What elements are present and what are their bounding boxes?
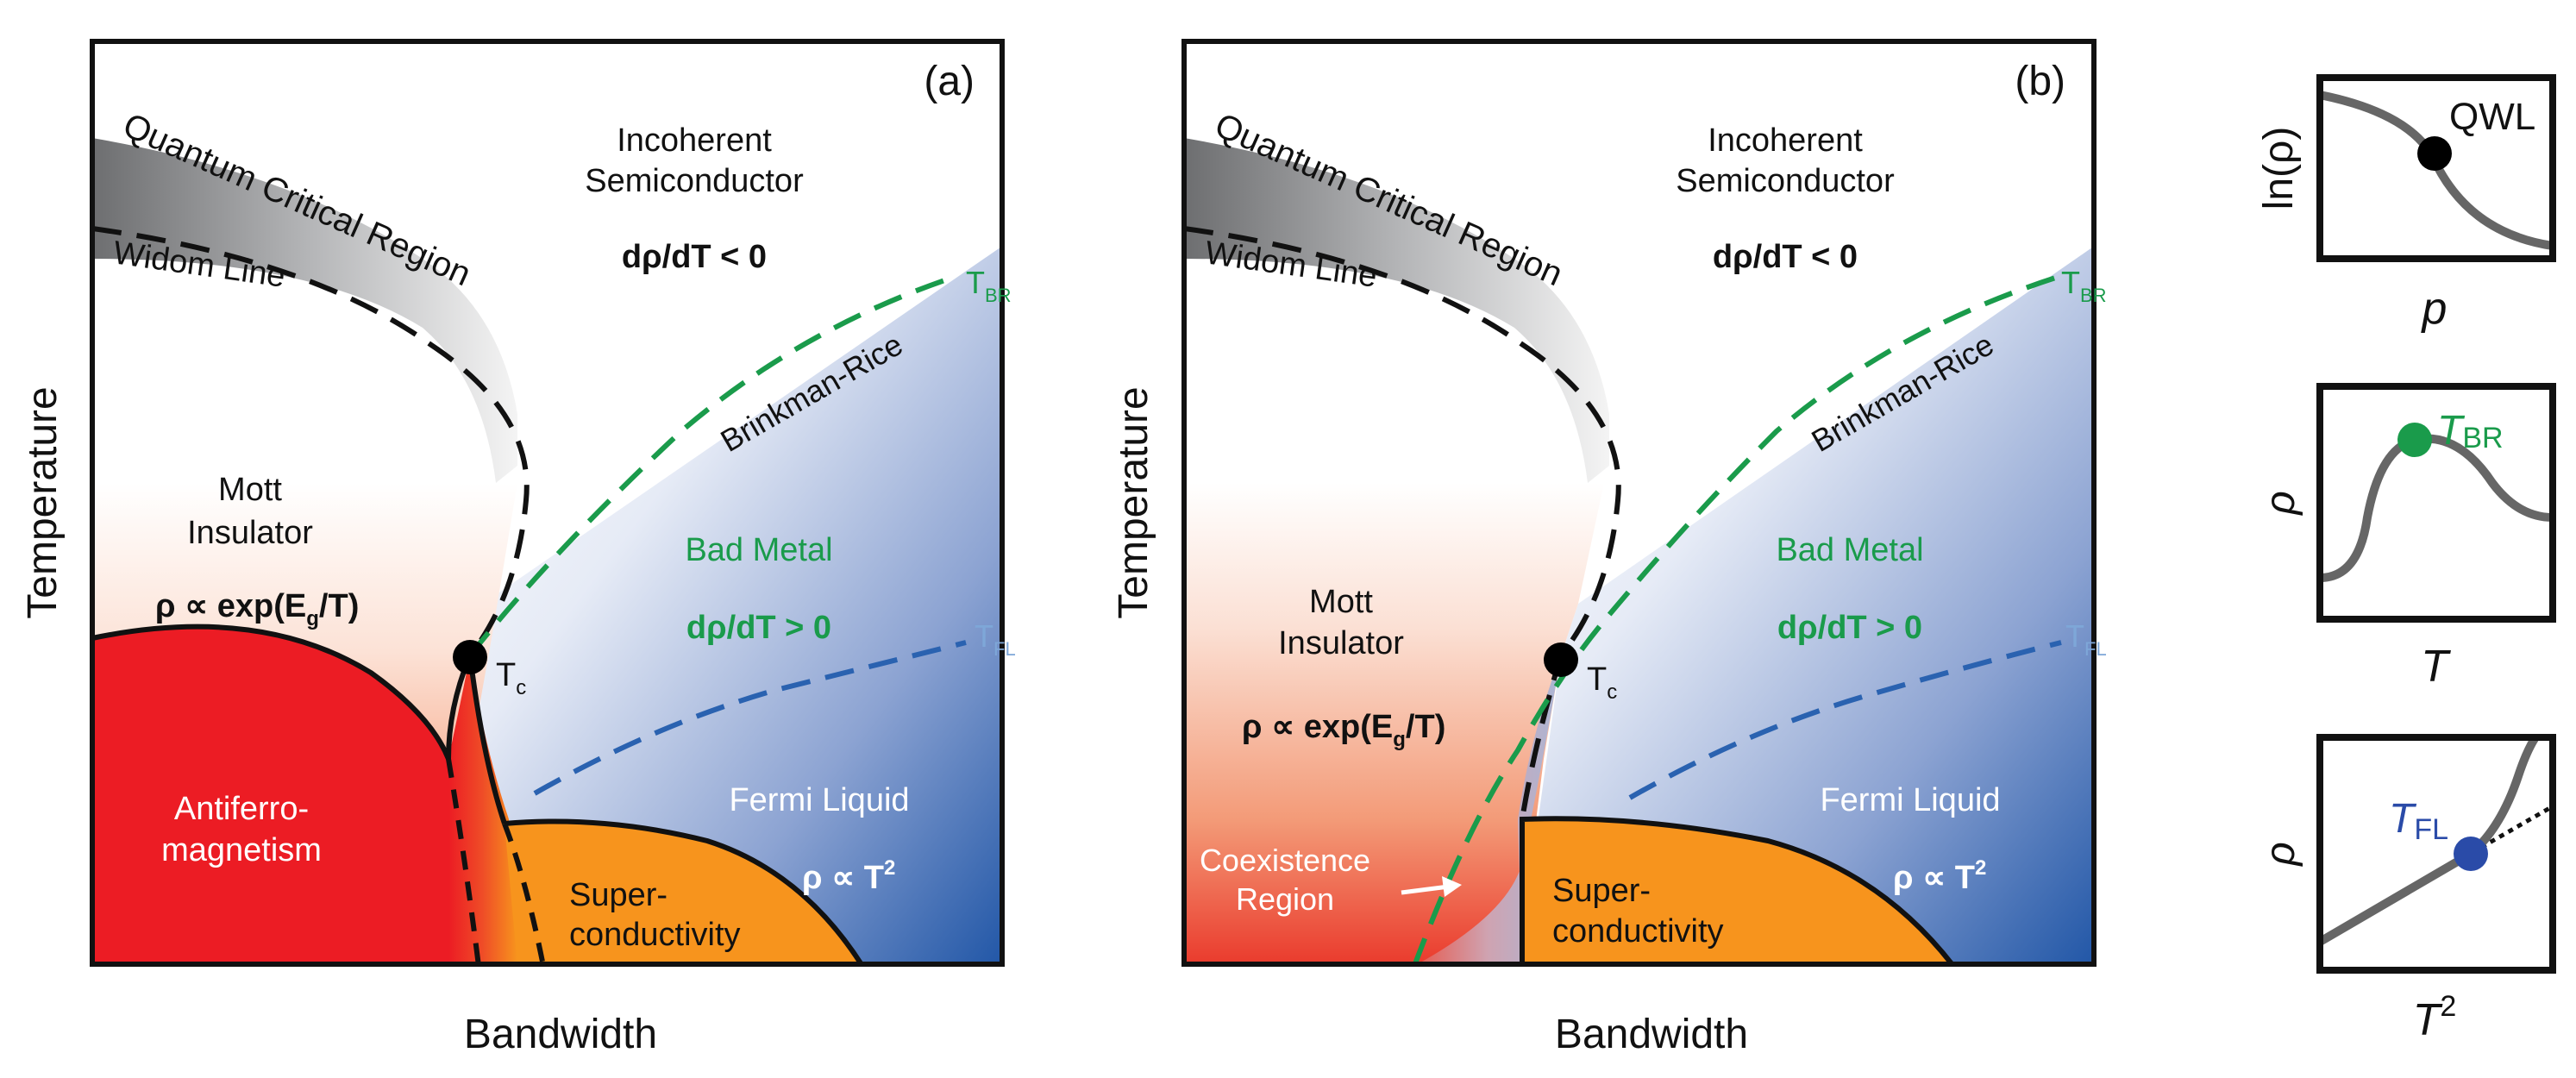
sc-region — [1522, 818, 1952, 964]
tfl-marker-label: TFL — [2389, 796, 2448, 846]
sc-label-1: Super- — [1552, 873, 1651, 909]
inset-qwl: QWL ln(ρ) p — [2256, 74, 2556, 334]
x-axis-label: Bandwidth — [464, 1012, 657, 1057]
tbr-point — [2397, 423, 2432, 457]
coexistence-arrow — [1401, 876, 1462, 897]
insulator-label: Insulator — [1278, 625, 1404, 661]
coexistence-label-1: Coexistence — [1200, 843, 1370, 878]
inset-ylabel: ρ — [2258, 491, 2303, 517]
sc-label-1: Super- — [569, 877, 668, 913]
afm-dashed — [446, 758, 481, 964]
inset-ylabel: ρ — [2258, 842, 2303, 868]
fermi-label: Fermi Liquid — [729, 782, 909, 818]
incoherent-label: Incoherent — [617, 122, 772, 159]
inset-tbr: TBR ρ T — [2258, 383, 2556, 692]
afm-region — [92, 626, 448, 964]
metal-region — [1518, 246, 2094, 964]
panel-a: (a) Quantum Critical Region Widom Line I… — [20, 39, 1016, 1057]
inset-ylabel: ln(ρ) — [2256, 127, 2302, 210]
tfl-point — [2454, 837, 2488, 871]
panel-tag: (b) — [2015, 59, 2065, 104]
quantum-critical-band — [1184, 138, 1609, 483]
mott-region — [1184, 483, 1604, 964]
tbr-label: TBR — [966, 265, 1012, 306]
sc-boundary — [1520, 816, 1956, 964]
tc-label: Tc — [1587, 661, 1617, 704]
panel-tag: (a) — [924, 59, 975, 104]
afm-label-2: magnetism — [161, 832, 322, 868]
drho-neg-label: dρ/dT < 0 — [622, 239, 767, 275]
fermi-label: Fermi Liquid — [1820, 782, 2000, 818]
semiconductor-label: Semiconductor — [585, 163, 804, 199]
afm-label-1: Antiferro- — [174, 791, 309, 827]
fermi-formula: ρ ∝ T2 — [1893, 856, 1986, 896]
panel-a-frame — [90, 39, 1005, 967]
afm-boundary — [92, 624, 451, 761]
tc-point — [453, 640, 487, 674]
qwl-point — [2417, 136, 2452, 171]
y-axis-label: Temperature — [1111, 386, 1156, 618]
panel-b-frame — [1181, 39, 2097, 967]
mott-formula: ρ ∝ exp(Eg/T) — [1242, 709, 1445, 751]
bad-metal-label: Bad Metal — [685, 532, 832, 568]
inset-frame — [2316, 74, 2556, 262]
panel-b: (b) Quantum Critical Region Widom Line I… — [1111, 39, 2107, 1057]
inset-xlabel: p — [2421, 284, 2448, 334]
coexistence-region — [1417, 655, 1561, 964]
coexistence-label-2: Region — [1236, 881, 1334, 917]
tbr-label: TBR — [2061, 265, 2107, 306]
inset-frame — [2316, 383, 2556, 623]
tfl-label: TFL — [975, 618, 1016, 660]
x-axis-label: Bandwidth — [1555, 1012, 1748, 1057]
brinkman-rice-line — [467, 273, 958, 657]
tbr-curve — [2320, 434, 2553, 582]
inset-xlabel: T — [2421, 642, 2451, 692]
metal-region — [466, 246, 1002, 964]
tbr-marker-label: TBR — [2437, 408, 2504, 454]
drho-pos-label: dρ/dT > 0 — [1777, 610, 1922, 646]
bad-metal-label: Bad Metal — [1776, 532, 1923, 568]
mott-formula: ρ ∝ exp(Eg/T) — [155, 588, 359, 630]
inset-frame — [2316, 734, 2556, 974]
inset-tfl: TFL ρ T2 — [2258, 734, 2556, 1045]
drho-pos-label: dρ/dT > 0 — [686, 610, 831, 646]
y-axis-label: Temperature — [20, 386, 66, 618]
mott-label: Mott — [218, 472, 282, 508]
widom-line — [1184, 226, 1621, 820]
sc-region — [505, 821, 862, 964]
sc-boundary — [504, 818, 865, 964]
mott-label: Mott — [1309, 584, 1373, 620]
insulator-label: Insulator — [187, 515, 313, 551]
tc-label: Tc — [496, 657, 526, 699]
fermi-formula: ρ ∝ T2 — [802, 856, 895, 896]
qwl-marker-label: QWL — [2449, 96, 2535, 138]
incoherent-label: Incoherent — [1708, 122, 1863, 159]
tfl-label: TFL — [2065, 618, 2107, 660]
drho-neg-label: dρ/dT < 0 — [1713, 239, 1858, 275]
sc-label-2: conductivity — [1552, 913, 1724, 950]
sc-label-2: conductivity — [569, 917, 741, 953]
brinkman-rice-line — [1412, 273, 2062, 964]
tc-point — [1544, 642, 1578, 677]
semiconductor-label: Semiconductor — [1676, 163, 1895, 199]
inset-xlabel: T2 — [2413, 990, 2457, 1045]
widom-line — [92, 226, 530, 657]
sc-dashed — [502, 822, 546, 964]
quantum-critical-band — [92, 138, 517, 483]
